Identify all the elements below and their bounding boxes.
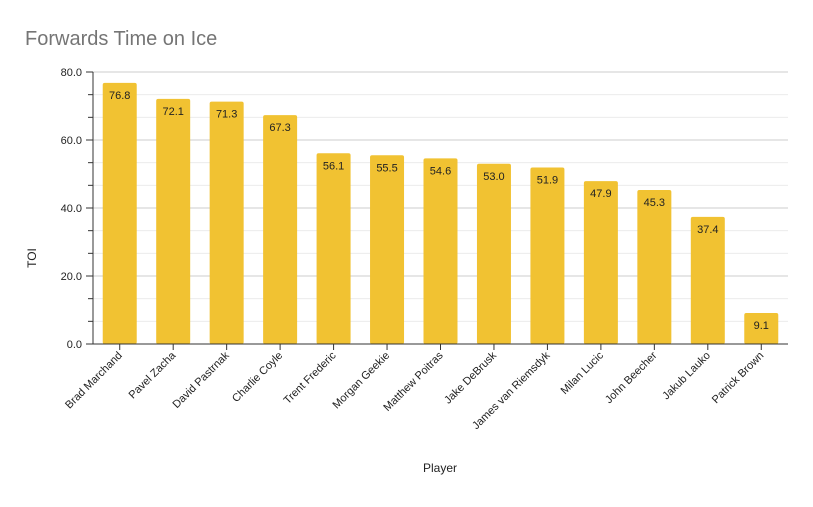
x-tick-label: Jakub Lauko (660, 350, 713, 403)
x-tick-label: Morgan Geekie (330, 350, 392, 412)
bar (102, 82, 137, 344)
data-label: 45.3 (644, 197, 665, 209)
y-tick-label: 20.0 (61, 271, 82, 283)
data-label: 51.9 (537, 175, 558, 187)
bar (156, 98, 191, 344)
x-tick-label: Charlie Coyle (230, 350, 285, 405)
data-label: 67.3 (269, 122, 290, 134)
x-tick-label: Trent Frederic (282, 349, 339, 406)
data-label: 56.1 (323, 160, 344, 172)
data-label: 9.1 (754, 320, 769, 332)
x-tick-label: Pavel Zacha (127, 349, 179, 401)
y-axis-label: TOI (25, 248, 39, 268)
x-tick-label: John Beecher (603, 349, 660, 406)
data-label: 53.0 (483, 171, 504, 183)
y-tick-label: 40.0 (61, 203, 82, 215)
chart-title: Forwards Time on Ice (25, 28, 217, 50)
data-label: 47.9 (590, 188, 611, 200)
y-tick-label: 0.0 (67, 339, 82, 351)
y-tick-label: 80.0 (61, 67, 82, 79)
bar (209, 101, 244, 344)
x-tick-label: Patrick Brown (710, 350, 766, 406)
data-label: 55.5 (376, 162, 397, 174)
data-label: 37.4 (697, 224, 718, 236)
bar (370, 155, 405, 344)
x-axis-label: Player (423, 461, 457, 475)
bar (316, 153, 351, 344)
bar (530, 167, 565, 344)
bar (744, 313, 779, 344)
x-tick-label: David Pastrnak (171, 349, 233, 411)
data-label: 54.6 (430, 165, 451, 177)
x-tick-label: Milan Lucic (559, 349, 607, 397)
x-tick-label: Brad Marchand (63, 350, 125, 412)
bar (690, 216, 725, 344)
bar (583, 181, 618, 344)
bar (476, 163, 511, 344)
x-tick-label: Jake DeBrusk (442, 349, 499, 406)
bar (423, 158, 458, 344)
data-label: 76.8 (109, 90, 130, 102)
data-label: 71.3 (216, 109, 237, 121)
y-tick-label: 60.0 (61, 135, 82, 147)
bar (637, 189, 672, 344)
bar (263, 115, 298, 345)
data-label: 72.1 (162, 106, 183, 118)
